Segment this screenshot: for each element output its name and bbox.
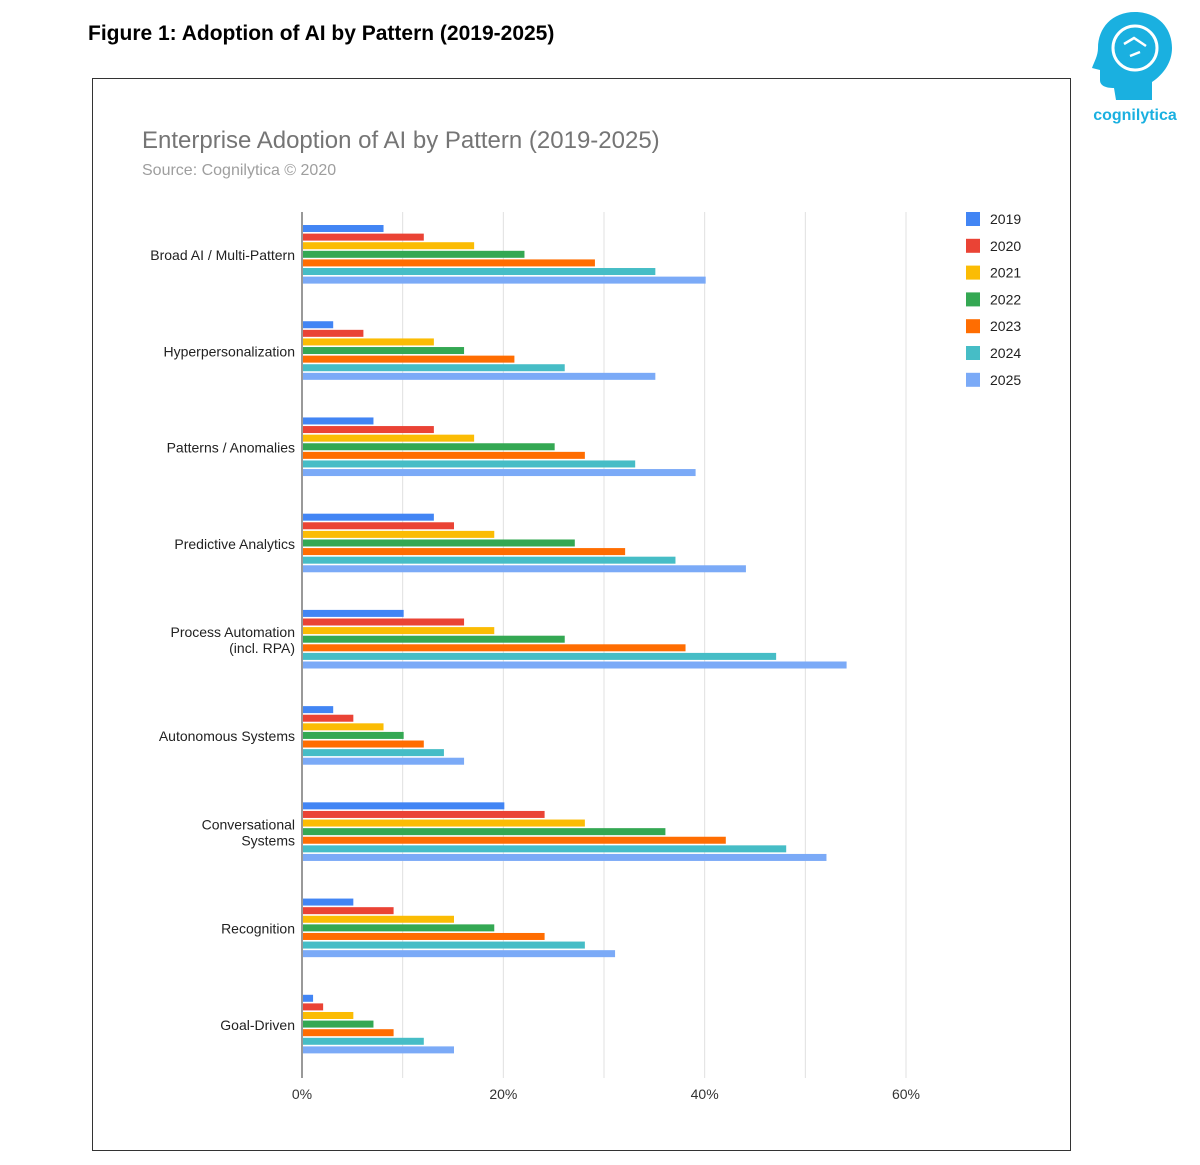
bar-2022 (303, 250, 525, 258)
bar-2025 (303, 276, 706, 284)
legend-swatch-2019 (966, 212, 980, 226)
category-label: Hyperpersonalization (163, 343, 295, 359)
bar-2020 (303, 522, 454, 530)
bar-2019 (303, 994, 314, 1002)
bar-2020 (303, 714, 354, 722)
bar-2024 (303, 749, 444, 757)
bar-2021 (303, 242, 475, 250)
bar-2025 (303, 469, 696, 477)
bar-2024 (303, 460, 636, 468)
bar-2022 (303, 828, 666, 836)
category-label: Systems (241, 832, 295, 848)
x-tick-label: 60% (892, 1086, 920, 1102)
bar-2019 (303, 321, 334, 329)
cognilytica-logo: cognilytica (1092, 12, 1177, 124)
bar-2021 (303, 627, 495, 635)
bar-2024 (303, 556, 676, 564)
bar-2025 (303, 661, 847, 669)
legend-label: 2024 (990, 345, 1021, 361)
category-label: Recognition (221, 921, 295, 937)
bar-2020 (303, 426, 434, 434)
bar-2021 (303, 434, 475, 442)
figure-title: Figure 1: Adoption of AI by Pattern (201… (88, 22, 555, 45)
bar-2023 (303, 932, 545, 940)
bar-2025 (303, 757, 465, 765)
bar-2024 (303, 268, 656, 276)
bar-2020 (303, 233, 424, 241)
x-tick-label: 0% (292, 1086, 312, 1102)
category-label: Broad AI / Multi-Pattern (150, 247, 295, 263)
category-label: Process Automation (170, 624, 295, 640)
logo-text: cognilytica (1093, 107, 1177, 124)
chart-subtitle: Source: Cognilytica © 2020 (142, 162, 336, 179)
chart-frame (92, 78, 1071, 1151)
bar-2020 (303, 618, 465, 626)
bar-2024 (303, 1037, 424, 1045)
x-tick-label: 40% (691, 1086, 719, 1102)
bar-2023 (303, 644, 686, 652)
bar-2023 (303, 355, 515, 363)
bar-2019 (303, 802, 505, 810)
bar-2023 (303, 451, 585, 459)
bar-2019 (303, 225, 384, 233)
legend-swatch-2021 (966, 265, 980, 280)
bar-2019 (303, 609, 404, 617)
legend-label: 2019 (990, 211, 1021, 227)
bar-2019 (303, 513, 434, 521)
legend-swatch-2025 (966, 372, 980, 387)
legend-swatch-2020 (966, 238, 980, 253)
legend-swatch-2023 (966, 319, 980, 334)
bar-2023 (303, 740, 424, 748)
bar-2022 (303, 539, 575, 547)
legend-label: 2023 (990, 318, 1021, 334)
legend-swatch-2024 (966, 346, 980, 360)
bar-2021 (303, 723, 384, 731)
bar-2021 (303, 530, 495, 538)
category-label: Goal-Driven (220, 1017, 295, 1033)
bar-2025 (303, 950, 616, 958)
bar-2024 (303, 364, 565, 372)
bar-2020 (303, 329, 364, 337)
bar-2025 (303, 565, 746, 573)
bar-2022 (303, 347, 465, 355)
category-label: Predictive Analytics (174, 536, 295, 552)
bar-2022 (303, 1020, 374, 1028)
legend-label: 2025 (990, 372, 1021, 388)
bar-2022 (303, 731, 404, 739)
bar-2021 (303, 819, 585, 827)
bar-2021 (303, 915, 454, 923)
bar-2021 (303, 1011, 354, 1019)
bar-2020 (303, 907, 394, 915)
bar-2024 (303, 652, 777, 660)
x-tick-label: 20% (489, 1086, 517, 1102)
category-label: Patterns / Anomalies (167, 440, 295, 456)
category-label: Conversational (202, 816, 295, 832)
bar-2022 (303, 443, 555, 451)
bar-2025 (303, 372, 656, 380)
bar-2022 (303, 635, 565, 643)
bar-2023 (303, 548, 626, 556)
bar-2019 (303, 417, 374, 425)
bar-2020 (303, 810, 545, 818)
bar-2024 (303, 941, 585, 949)
category-label: (incl. RPA) (229, 640, 295, 656)
bar-2025 (303, 853, 827, 861)
legend-label: 2021 (990, 265, 1021, 281)
bar-2024 (303, 845, 787, 853)
legend-swatch-2022 (966, 292, 980, 307)
bar-2019 (303, 898, 354, 906)
category-label: Autonomous Systems (159, 728, 295, 744)
bar-2021 (303, 338, 434, 346)
bar-2020 (303, 1003, 324, 1011)
legend-label: 2022 (990, 291, 1021, 307)
bar-2022 (303, 924, 495, 932)
bar-2019 (303, 706, 334, 714)
bar-2023 (303, 836, 726, 844)
chart-title: Enterprise Adoption of AI by Pattern (20… (142, 127, 660, 154)
bar-2023 (303, 259, 595, 267)
bar-2025 (303, 1046, 454, 1054)
bar-2023 (303, 1029, 394, 1037)
legend-label: 2020 (990, 238, 1021, 254)
